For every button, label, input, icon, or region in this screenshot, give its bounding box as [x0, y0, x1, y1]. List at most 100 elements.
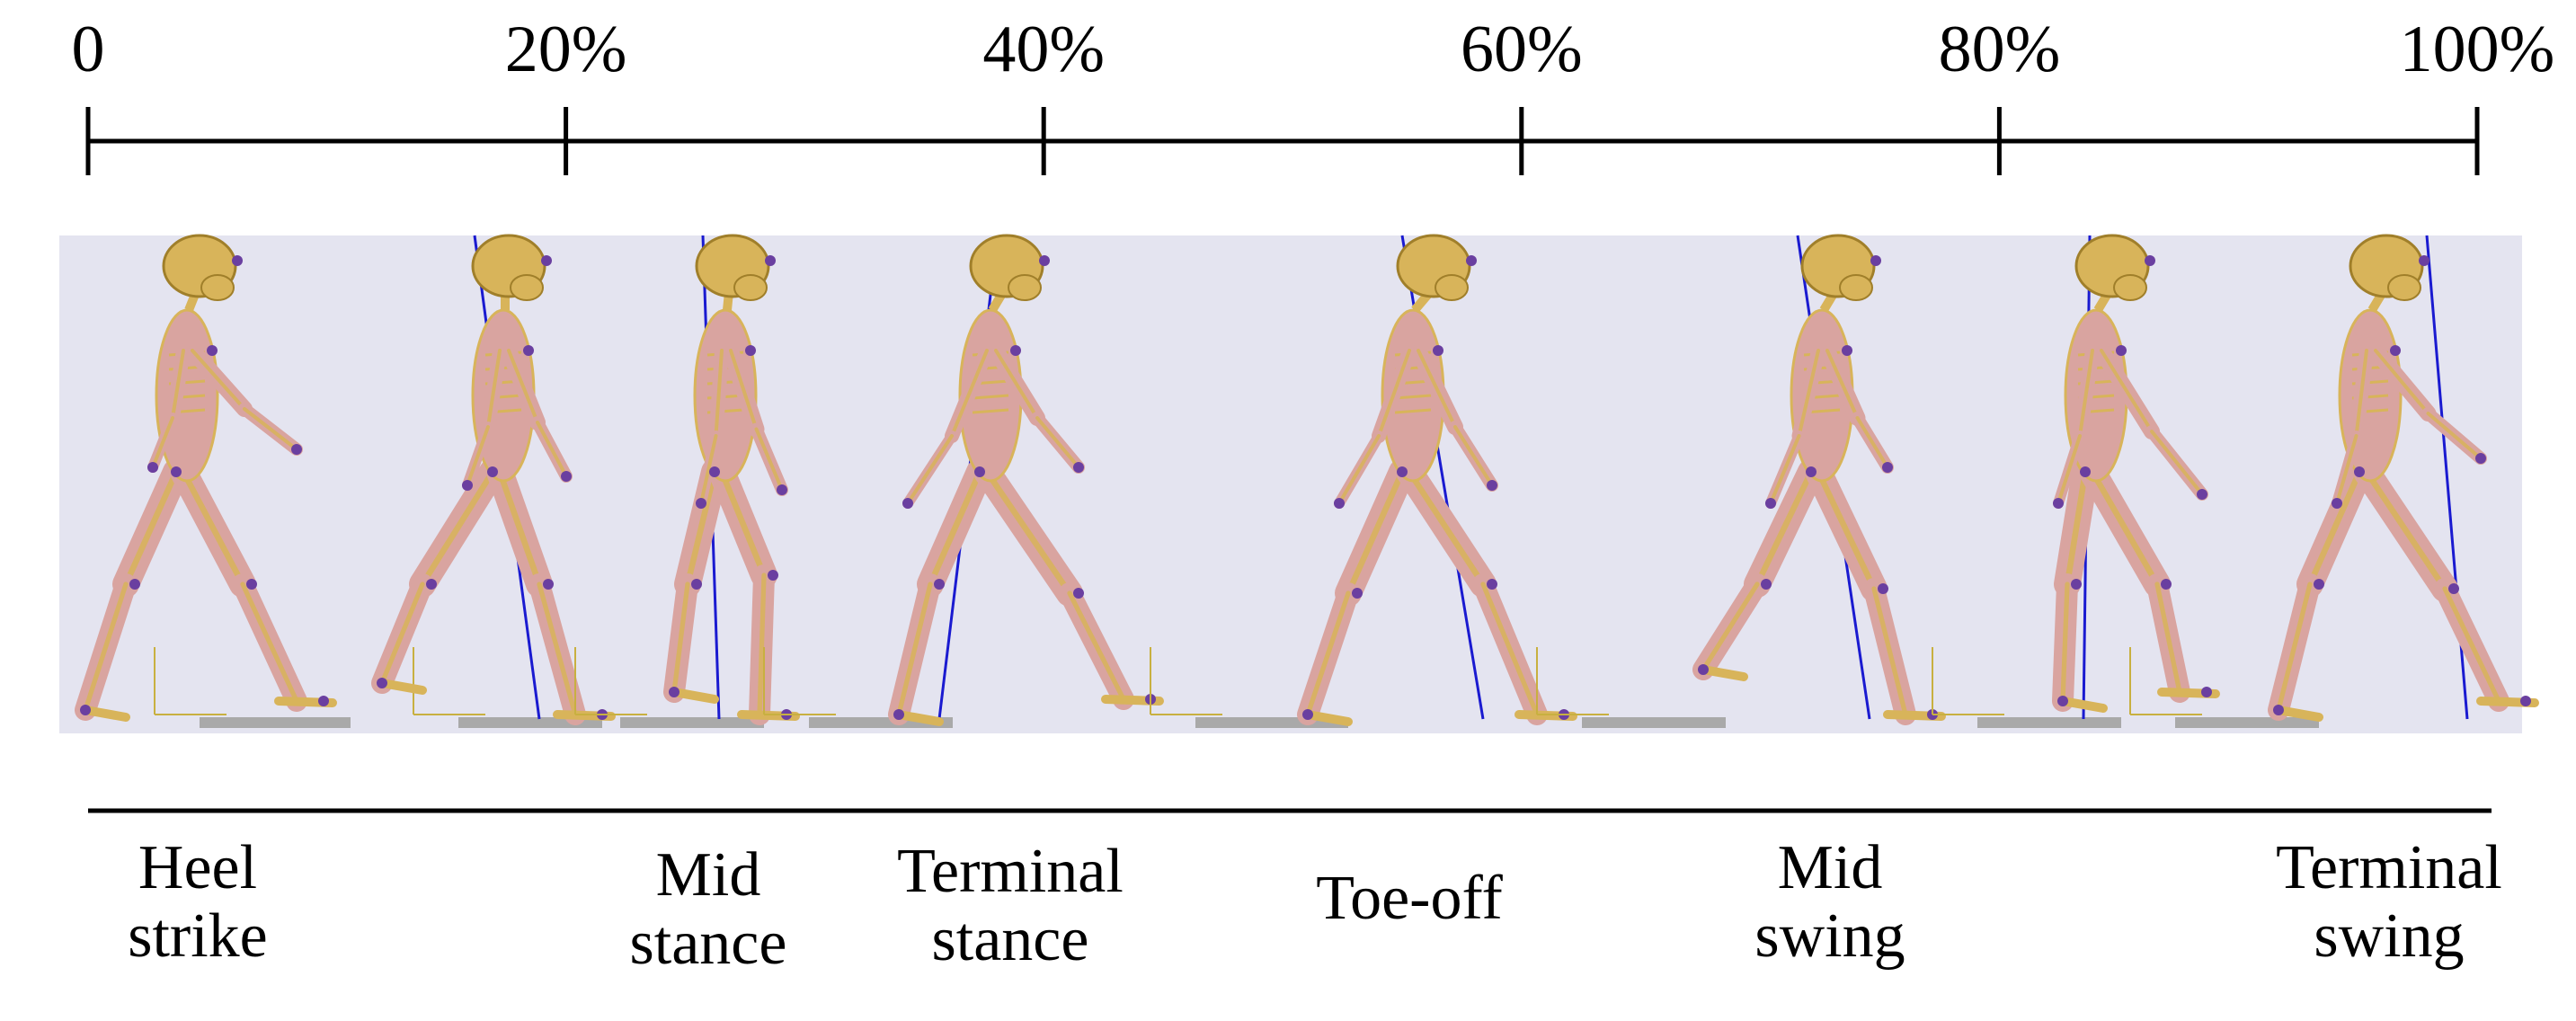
phase-label-toe-off: Toe-off — [1316, 865, 1503, 933]
motion-marker — [147, 462, 158, 473]
phase-mid-swing-line2: swing — [1754, 901, 1905, 971]
motion-marker — [487, 466, 498, 477]
motion-marker — [1761, 579, 1772, 590]
motion-marker — [2390, 345, 2401, 356]
motion-marker — [1698, 664, 1709, 675]
motion-marker — [696, 498, 706, 509]
foot — [1699, 665, 1748, 681]
motion-marker — [1302, 709, 1313, 720]
motion-marker — [561, 471, 572, 482]
motion-marker — [1882, 462, 1893, 473]
motion-marker — [129, 579, 140, 590]
motion-marker — [2419, 255, 2429, 266]
skeleton-frame-3 — [574, 234, 800, 728]
phase-mid-stance-line2: stance — [629, 908, 787, 978]
motion-marker — [765, 255, 776, 266]
motion-marker — [2273, 705, 2284, 715]
motion-marker — [2053, 498, 2064, 509]
motion-marker — [1765, 498, 1776, 509]
skeleton-frame-6 — [1536, 234, 1946, 728]
tick-label-100: 100% — [2399, 13, 2555, 86]
motion-marker — [902, 498, 913, 509]
motion-marker — [1073, 462, 1084, 473]
motion-marker — [1487, 579, 1497, 590]
force-plate — [1977, 717, 2121, 728]
motion-marker — [1870, 255, 1881, 266]
motion-marker — [2354, 466, 2365, 477]
jaw — [2387, 274, 2421, 301]
motion-marker — [232, 255, 243, 266]
motion-marker — [2201, 687, 2212, 697]
skeleton-frame-7 — [1932, 234, 2220, 728]
skeleton-frame-4 — [763, 234, 1164, 728]
motion-marker — [2071, 579, 2082, 590]
phase-mid-stance-line1: Mid — [655, 840, 761, 910]
phase-terminal-swing-line1: Terminal — [2276, 833, 2502, 902]
phase-mid-swing-line1: Mid — [1777, 833, 1883, 902]
skeleton-frame-5 — [1150, 234, 1577, 728]
motion-marker — [1878, 583, 1888, 594]
motion-marker — [2080, 466, 2091, 477]
motion-marker — [1433, 345, 1443, 356]
jaw — [1008, 274, 1042, 301]
motion-marker — [2057, 696, 2068, 706]
motion-marker — [171, 466, 182, 477]
jaw — [510, 274, 544, 301]
motion-marker — [2520, 696, 2531, 706]
tick-label-0: 0 — [71, 13, 105, 86]
foot — [670, 688, 719, 704]
phase-heel-strike-line2: strike — [128, 901, 268, 971]
skeleton-frames — [75, 234, 2539, 728]
motion-marker — [462, 480, 473, 491]
tick-label-40: 40% — [982, 13, 1106, 86]
phase-label-mid-stance: Mid stance — [630, 841, 787, 977]
motion-marker — [543, 579, 554, 590]
force-plate — [2175, 717, 2319, 728]
phase-terminal-swing-line2: swing — [2314, 901, 2465, 971]
motion-marker — [893, 709, 904, 720]
motion-marker — [2332, 498, 2342, 509]
skeleton-frame-1 — [75, 234, 351, 728]
motion-marker — [1073, 588, 1084, 599]
phase-label-terminal-swing: Terminal swing — [2276, 834, 2502, 970]
force-plate — [1582, 717, 1726, 728]
foot — [894, 710, 944, 726]
motion-marker — [934, 579, 945, 590]
motion-marker — [1397, 466, 1408, 477]
motion-marker — [80, 705, 91, 715]
foot — [2058, 697, 2108, 713]
motion-marker — [246, 579, 257, 590]
motion-marker — [768, 570, 778, 581]
motion-marker — [669, 687, 680, 697]
skeleton-frame-8 — [2129, 234, 2539, 728]
motion-marker — [318, 696, 329, 706]
motion-marker — [1039, 255, 1050, 266]
phase-label-heel-strike: Heel strike — [128, 834, 268, 970]
motion-marker — [2197, 489, 2207, 500]
motion-marker — [2314, 579, 2324, 590]
phase-label-mid-swing: Mid swing — [1754, 834, 1905, 970]
motion-marker — [1352, 588, 1363, 599]
jaw — [200, 274, 235, 301]
phase-terminal-stance-line1: Terminal — [897, 837, 1124, 906]
motion-marker — [709, 466, 720, 477]
skeleton-frame-2 — [371, 234, 616, 728]
phase-terminal-stance-line2: stance — [931, 904, 1089, 974]
foot — [378, 679, 427, 695]
motion-marker — [2475, 453, 2486, 464]
motion-marker — [1010, 345, 1021, 356]
tick-label-60: 60% — [1460, 13, 1583, 86]
phase-toe-off-line1: Toe-off — [1316, 864, 1503, 933]
timeline-tick-marks — [85, 107, 2480, 175]
motion-marker — [1842, 345, 1852, 356]
force-plate — [620, 717, 764, 728]
tick-label-80: 80% — [1938, 13, 2061, 86]
motion-marker — [207, 345, 218, 356]
phase-label-terminal-stance: Terminal stance — [897, 838, 1124, 973]
foot — [1303, 710, 1353, 726]
motion-marker — [2145, 255, 2155, 266]
motion-marker — [2448, 583, 2459, 594]
phase-heel-strike-line1: Heel — [138, 833, 258, 902]
